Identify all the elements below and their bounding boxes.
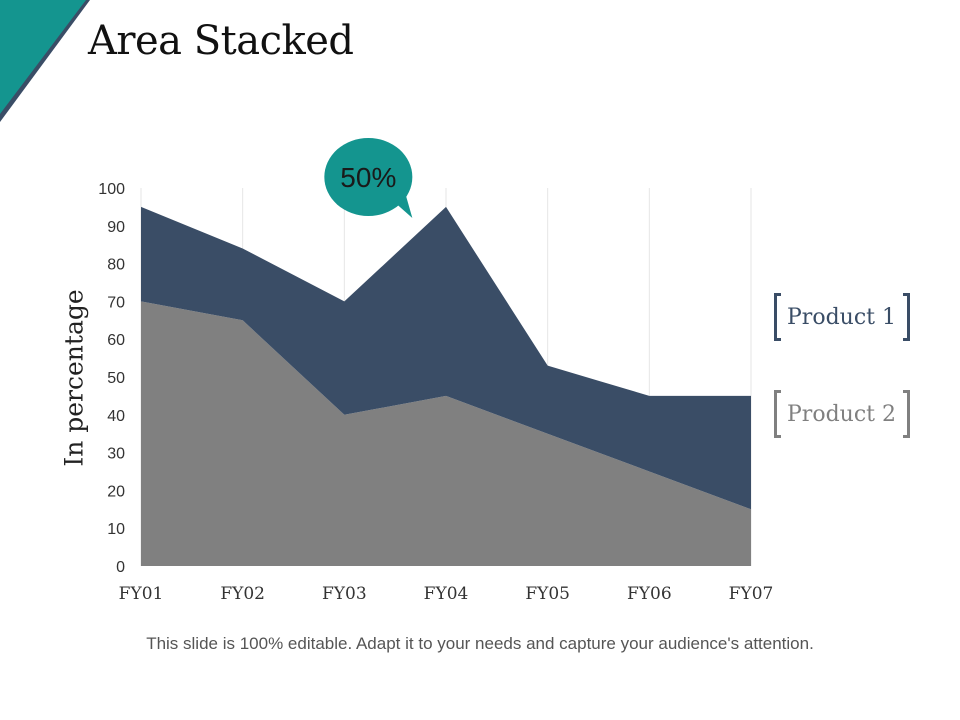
y-tick-label: 10	[107, 521, 125, 538]
x-tick-label: FY06	[627, 584, 672, 604]
callout-bubble	[324, 138, 413, 216]
legend-bracket-left	[774, 293, 781, 341]
y-tick-label: 30	[107, 446, 125, 463]
legend-bracket-right	[903, 293, 910, 341]
footer-note: This slide is 100% editable. Adapt it to…	[146, 634, 814, 653]
y-tick-label: 50	[107, 370, 125, 387]
y-tick-label: 20	[107, 483, 125, 500]
callout-value: 50%	[340, 162, 396, 193]
area-product-1	[141, 206, 751, 510]
slide-title: Area Stacked	[88, 18, 354, 64]
area-product-2	[141, 301, 751, 566]
x-tick-label: FY07	[729, 584, 774, 604]
y-axis-label: In percentage	[59, 289, 89, 467]
y-tick-label: 60	[107, 332, 125, 349]
x-tick-label: FY01	[119, 584, 164, 604]
legend-item-product-1[interactable]: Product 1	[774, 293, 910, 345]
y-tick-label: 0	[116, 559, 125, 576]
y-tick-label: 80	[107, 257, 125, 274]
y-tick-label: 90	[107, 219, 125, 236]
y-tick-label: 70	[107, 294, 125, 311]
corner-accent-fill	[0, 0, 86, 114]
x-tick-label: FY03	[322, 584, 367, 604]
y-tick-label: 100	[98, 181, 125, 198]
legend-label-product-2: Product 2	[787, 402, 896, 427]
x-tick-label: FY04	[424, 584, 469, 604]
legend-bracket-left	[774, 390, 781, 438]
legend-item-product-2[interactable]: Product 2	[774, 390, 910, 442]
legend-bracket-right	[903, 390, 910, 438]
y-tick-label: 40	[107, 408, 125, 425]
x-tick-label: FY05	[525, 584, 570, 604]
legend-label-product-1: Product 1	[787, 305, 896, 330]
x-tick-label: FY02	[220, 584, 265, 604]
corner-accent	[0, 0, 90, 122]
